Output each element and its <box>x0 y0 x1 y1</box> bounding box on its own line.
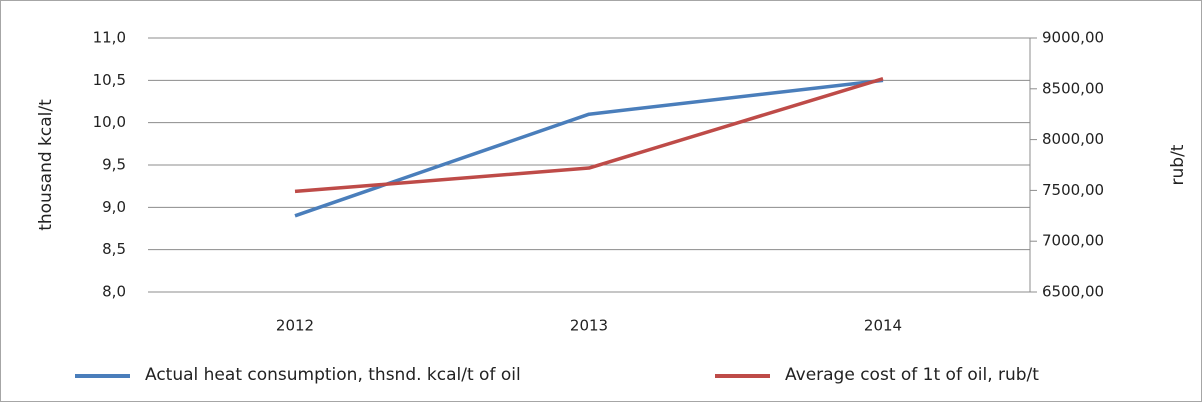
y-axis-title: thousand kcal/t <box>36 99 56 231</box>
y-tick-label: 9,5 <box>102 156 126 174</box>
y-tick-label: 11,0 <box>93 29 126 47</box>
y2-tick-label: 7000,00 <box>1042 232 1104 250</box>
y-tick-label: 8,0 <box>102 283 126 301</box>
y-tick-label: 9,0 <box>102 198 126 216</box>
y-tick-label: 8,5 <box>102 240 126 258</box>
y-tick-label: 10,0 <box>93 113 126 131</box>
y2-tick-label: 9000,00 <box>1042 29 1104 47</box>
x-tick-label: 2014 <box>864 317 902 335</box>
y2-tick-label: 7500,00 <box>1042 181 1104 199</box>
legend-label: Actual heat consumption, thsnd. kcal/t o… <box>145 365 521 385</box>
y2-tick-label: 6500,00 <box>1042 283 1104 301</box>
legend-label: Average cost of 1t of oil, rub/t <box>785 365 1039 385</box>
y-tick-label: 10,5 <box>93 71 126 89</box>
series-line <box>294 76 884 194</box>
x-tick-label: 2013 <box>570 317 608 335</box>
y2-axis-title: rub/t <box>1168 144 1188 185</box>
y2-tick-label: 8000,00 <box>1042 130 1104 148</box>
y2-tick-label: 8500,00 <box>1042 79 1104 97</box>
x-tick-label: 2012 <box>276 317 314 335</box>
